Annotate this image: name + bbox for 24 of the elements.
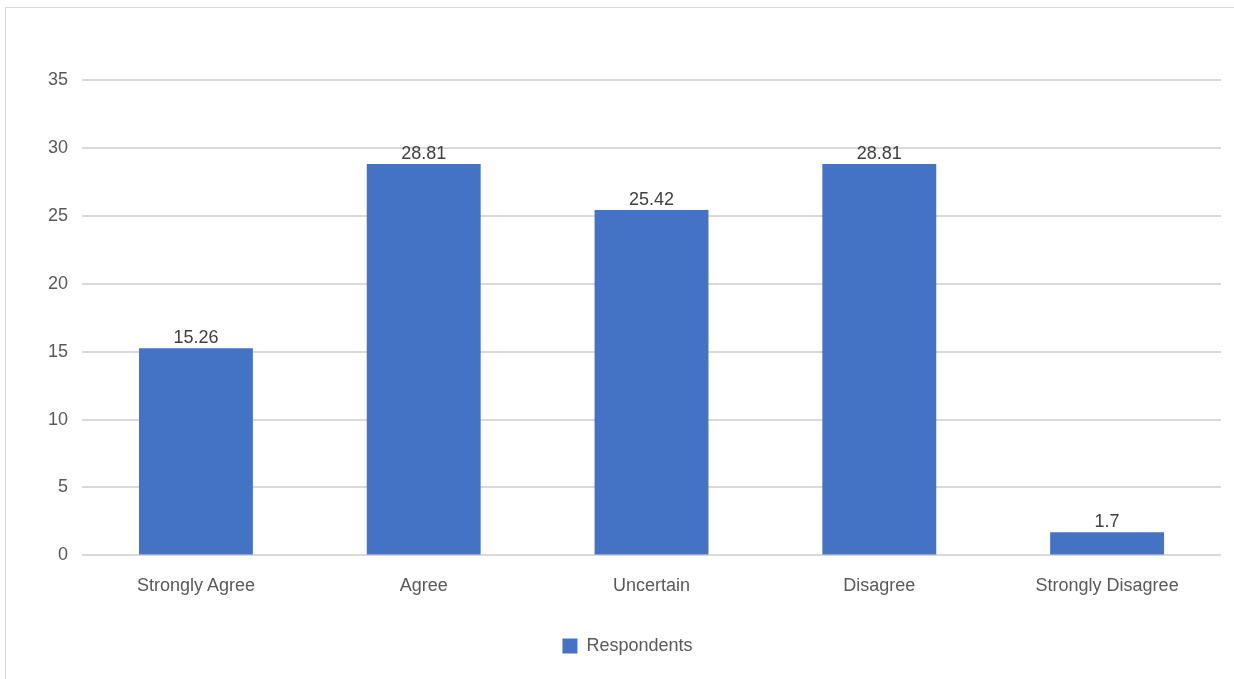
x-tick-label: Strongly Agree xyxy=(136,575,255,596)
x-tick-label: Disagree xyxy=(843,575,916,596)
x-tick-label: Agree xyxy=(399,575,448,596)
y-tick-label: 5 xyxy=(58,476,69,497)
data-label: 25.42 xyxy=(628,189,675,210)
y-tick-label: 10 xyxy=(47,408,69,429)
y-tick-label: 0 xyxy=(58,544,69,565)
bar xyxy=(594,210,709,555)
y-tick-label: 30 xyxy=(47,136,69,157)
data-label: 28.81 xyxy=(856,143,902,164)
y-tick-label: 25 xyxy=(47,204,69,225)
bar xyxy=(138,348,253,555)
data-label: 1.7 xyxy=(1094,511,1120,532)
y-tick-label: 15 xyxy=(47,340,69,361)
bar xyxy=(822,164,937,555)
y-tick-label: 35 xyxy=(47,68,69,89)
bar xyxy=(366,164,481,555)
x-tick-label: Uncertain xyxy=(612,575,691,596)
bar xyxy=(1050,532,1165,555)
legend-label: Respondents xyxy=(586,634,693,655)
data-label: 28.81 xyxy=(401,143,447,164)
data-label: 15.26 xyxy=(173,327,219,348)
x-tick-label: Strongly Disagree xyxy=(1035,575,1179,596)
y-tick-label: 20 xyxy=(47,272,69,293)
